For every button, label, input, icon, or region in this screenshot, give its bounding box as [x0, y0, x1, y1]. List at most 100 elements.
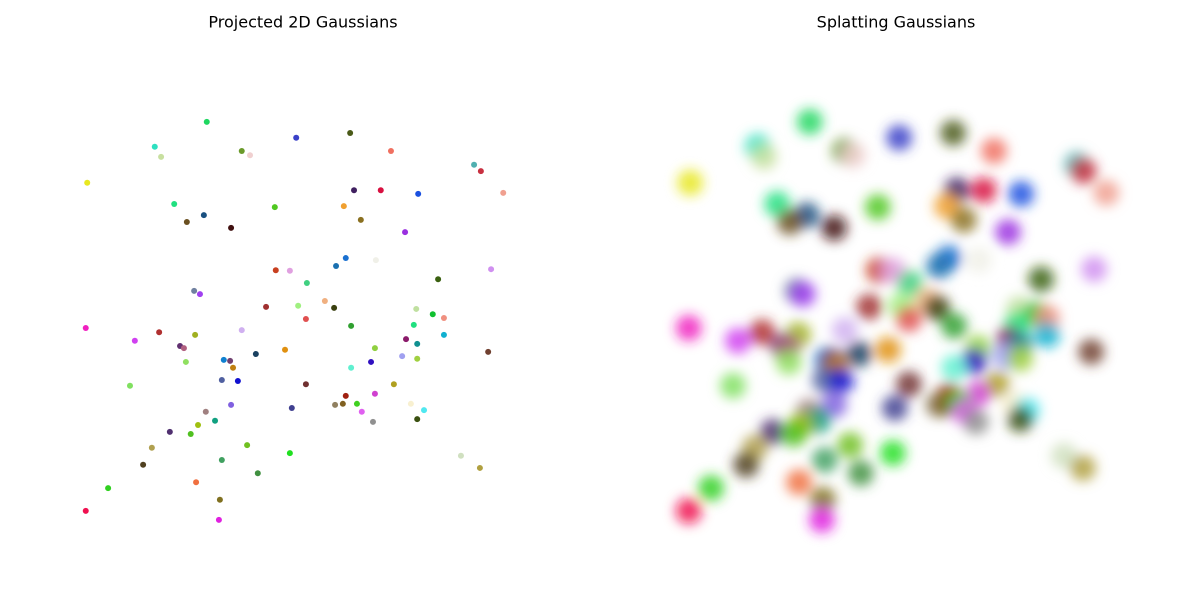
gaussian-splat [847, 460, 874, 487]
gaussian-splat [940, 119, 967, 146]
gaussian-splat [1081, 256, 1108, 283]
point [387, 148, 394, 154]
gaussian-splat [719, 372, 746, 399]
gaussian-splat [733, 451, 760, 478]
point [342, 255, 349, 262]
point [333, 263, 340, 270]
gaussian-splat [809, 486, 836, 513]
gaussian-splat [1007, 345, 1034, 372]
point [351, 187, 358, 194]
point [435, 276, 442, 283]
point [358, 408, 365, 415]
gaussian-splat [675, 315, 702, 342]
gaussian-splat [796, 108, 823, 135]
gaussian-splat [821, 391, 848, 418]
point [390, 381, 397, 388]
gaussian-splat [962, 408, 989, 435]
gaussian-splat [961, 348, 988, 375]
gaussian-splat [879, 440, 906, 467]
gaussian-splat [837, 432, 864, 459]
point [218, 456, 225, 463]
point [331, 304, 338, 311]
gaussian-splat [831, 317, 858, 344]
gaussian-splat [786, 469, 813, 496]
point [84, 179, 91, 186]
point [227, 357, 234, 364]
point [202, 408, 209, 415]
point [403, 336, 410, 343]
point [182, 358, 189, 365]
point [131, 337, 138, 344]
point [158, 153, 165, 160]
point [321, 297, 328, 304]
point [372, 257, 379, 264]
point [348, 364, 355, 371]
point [471, 161, 478, 168]
gaussian-splat [1070, 158, 1097, 185]
point [218, 376, 225, 383]
point [140, 461, 147, 468]
scatter-panel [82, 118, 507, 523]
point [369, 418, 376, 425]
point [192, 331, 199, 338]
gaussian-splat [950, 206, 977, 233]
gaussian-splat [827, 368, 854, 395]
gaussian-splat [941, 354, 968, 381]
gaussian-splat [995, 219, 1022, 246]
gaussian-splat [808, 506, 835, 533]
point [183, 219, 190, 226]
point [295, 302, 302, 309]
gaussian-splat [821, 214, 848, 241]
gaussian-splat [1028, 266, 1055, 293]
gaussian-splat [675, 497, 702, 524]
point [477, 168, 484, 175]
point [402, 229, 409, 236]
point [357, 216, 364, 223]
gaussian-splat [724, 327, 751, 354]
point [200, 212, 207, 219]
point [440, 314, 447, 321]
gaussian-splat [845, 340, 872, 367]
point [220, 356, 227, 363]
point [457, 452, 464, 459]
point [407, 400, 414, 407]
point [82, 507, 89, 514]
point [234, 378, 241, 385]
point [440, 331, 447, 338]
point [340, 203, 347, 210]
gaussian-splat [875, 336, 902, 363]
chart-title: Splatting Gaussians [817, 13, 976, 32]
point [272, 267, 279, 274]
gaussian-splat [789, 281, 816, 308]
point [368, 358, 375, 365]
point [252, 350, 259, 357]
point [476, 464, 483, 471]
point [421, 407, 428, 414]
gaussian-splat [1078, 338, 1105, 365]
point [399, 353, 406, 360]
point [230, 364, 237, 371]
gaussian-splat [751, 143, 778, 170]
point [429, 311, 436, 318]
gaussian-splat [1050, 442, 1077, 469]
point [414, 416, 421, 423]
point [254, 470, 261, 477]
point [271, 204, 278, 211]
gaussian-splat [924, 294, 951, 321]
gaussian-splat [840, 142, 867, 169]
point [203, 118, 210, 125]
point [212, 417, 219, 424]
point [410, 321, 417, 328]
gaussian-splat [970, 177, 997, 204]
point [263, 303, 270, 310]
point [238, 327, 245, 334]
point [353, 400, 360, 407]
point [105, 485, 112, 492]
gaussian-splat [811, 446, 838, 473]
point [371, 390, 378, 397]
point [228, 401, 235, 408]
gaussian-splat [1093, 179, 1120, 206]
gaussian-splat [1008, 180, 1035, 207]
